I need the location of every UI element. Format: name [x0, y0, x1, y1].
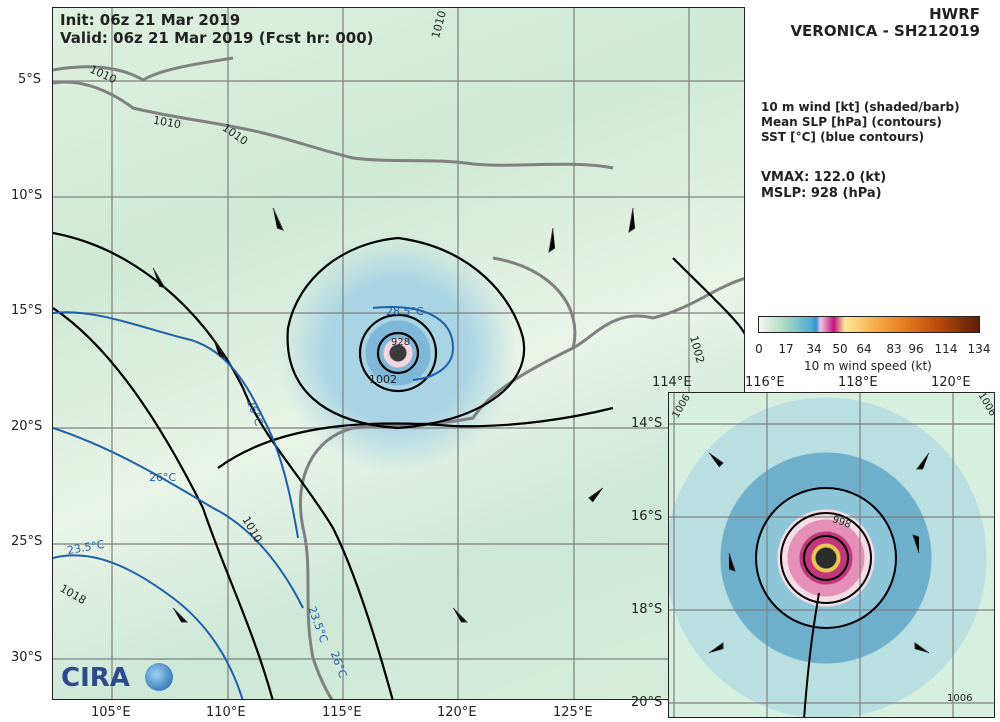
storm-name: VERONICA - SH212019: [790, 22, 980, 40]
wind-barb: [152, 267, 167, 289]
slp-contour-trough: [217, 406, 614, 469]
inset-lon-label: 120°E: [931, 375, 971, 390]
lon-label: 115°E: [322, 705, 362, 720]
inset-slp-contours: [755, 487, 897, 717]
lat-label: 5°S: [18, 72, 42, 87]
colorbar-tick: 50: [832, 342, 848, 356]
inset-slp-contour-inner: [803, 535, 849, 581]
lon-label: 125°E: [553, 705, 593, 720]
inset-lon-label: 118°E: [838, 375, 878, 390]
slp-contour-inner: [376, 331, 420, 375]
inset-graticule: [669, 393, 994, 717]
colorbar-tick: 17: [778, 342, 794, 356]
slp-contour-outer: [286, 236, 526, 430]
wind-barb: [728, 552, 736, 572]
wind-barb: [628, 207, 636, 234]
lat-label: 25°S: [11, 534, 43, 549]
colorbar: [758, 316, 980, 333]
slp-contour-1002: [358, 313, 438, 393]
colorbar-tick: 34: [806, 342, 822, 356]
globe-icon: [145, 663, 173, 691]
main-map-graphics: [53, 8, 744, 699]
sst-contours: [53, 306, 455, 699]
colorbar-tick: 96: [908, 342, 924, 356]
slp-contour-east: [672, 257, 744, 335]
coastlines: [53, 56, 744, 699]
inset-lat-label: 18°S: [631, 602, 663, 617]
wind-barb: [916, 452, 930, 470]
wind-barb: [708, 452, 724, 468]
inset-lat-label: 14°S: [631, 416, 663, 431]
inset-lat-label: 20°S: [631, 695, 663, 710]
main-map[interactable]: 1010 1010 1010 1010 1002 1002 1010 1018 …: [52, 7, 745, 700]
wind-barb: [272, 207, 284, 231]
mslp-value: MSLP: 928 (hPa): [761, 186, 882, 201]
sst-contour-storm: [372, 306, 455, 381]
wind-barb: [914, 642, 930, 654]
colorbar-tick: 64: [856, 342, 872, 356]
lon-label: 105°E: [91, 705, 131, 720]
init-time: Init: 06z 21 Mar 2019: [60, 11, 241, 29]
wind-barbs: [152, 207, 636, 623]
sst-contour-26: [53, 427, 304, 609]
colorbar-tick: 83: [886, 342, 902, 356]
sst-contour-23-5: [53, 554, 244, 699]
wind-barb: [172, 607, 189, 623]
legend-wind: 10 m wind [kt] (shaded/barb): [761, 100, 960, 114]
model-name: HWRF: [929, 5, 980, 23]
inset-trough-line: [803, 592, 820, 717]
wind-barb: [212, 337, 227, 359]
valid-time: Valid: 06z 21 Mar 2019 (Fcst hr: 000): [60, 29, 374, 47]
colorbar-tick: 0: [755, 342, 763, 356]
graticule: [53, 8, 744, 699]
storm-center-label: 928: [391, 337, 411, 348]
slp-contour-1018: [53, 307, 274, 699]
lon-label: 120°E: [437, 705, 477, 720]
wind-barb: [912, 534, 920, 554]
inset-slp-contour-mid: [780, 512, 872, 604]
inset-contour-label: 1006: [947, 693, 973, 704]
sst-contour-28-5: [53, 311, 299, 539]
wind-barb: [452, 607, 469, 623]
wind-barb: [588, 487, 604, 503]
wind-barb: [708, 642, 724, 654]
slp-contour-1010: [53, 231, 394, 699]
inset-lon-label: 114°E: [652, 375, 692, 390]
lat-label: 30°S: [11, 650, 43, 665]
lat-label: 10°S: [11, 188, 43, 203]
wind-barb: [548, 227, 556, 254]
lon-label: 110°E: [206, 705, 246, 720]
legend-slp: Mean SLP [hPa] (contours): [761, 115, 942, 129]
west-australia-coast: [298, 346, 574, 699]
colorbar-tick: 114: [934, 342, 958, 356]
slp-contours: [53, 231, 744, 699]
sumatra-coast: [53, 56, 234, 82]
sst-label: 26°C: [149, 471, 177, 484]
inset-lat-label: 16°S: [631, 509, 663, 524]
contour-label: 1002: [369, 373, 397, 386]
lat-label: 15°S: [11, 303, 43, 318]
java-coast: [53, 80, 614, 170]
inset-slp-contour-outer: [755, 487, 897, 629]
inset-map-graphics: [669, 393, 994, 717]
inset-wind-barbs: [708, 452, 930, 654]
cira-logo-text: CIRA: [61, 663, 130, 693]
colorbar-label: 10 m wind speed (kt): [804, 359, 932, 373]
lat-label: 20°S: [11, 419, 43, 434]
colorbar-tick: 134: [967, 342, 991, 356]
legend-sst: SST [°C] (blue contours): [761, 130, 925, 144]
cira-logo: CIRA: [61, 663, 176, 695]
inset-map[interactable]: 1006 1006 1006 998: [668, 392, 995, 718]
vmax-value: VMAX: 122.0 (kt): [761, 170, 887, 185]
nw-australia-coast-north: [492, 256, 744, 351]
inset-lon-label: 116°E: [745, 375, 785, 390]
sst-label: 28.5°C: [386, 305, 424, 318]
